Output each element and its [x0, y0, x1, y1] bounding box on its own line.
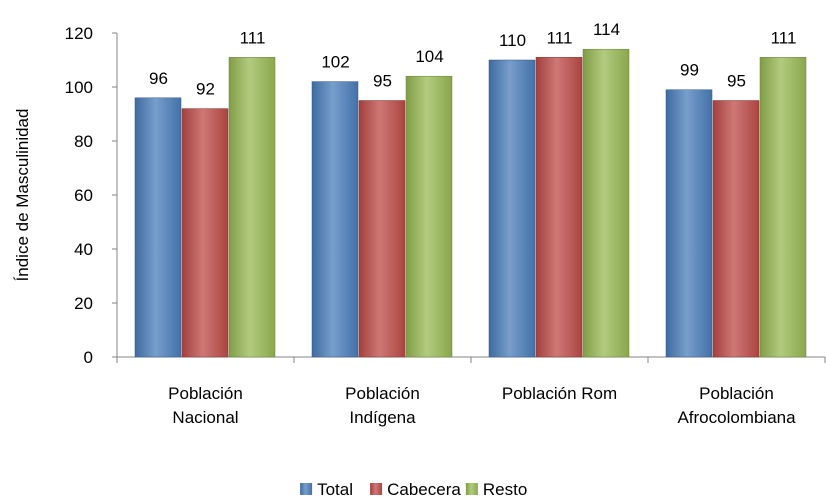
data-label: 111	[240, 28, 266, 47]
legend-label-resto: Resto	[483, 480, 527, 499]
x-category-label: Población	[699, 384, 774, 403]
x-category-label: Población	[168, 384, 243, 403]
category-labels: Población Nacional Población Indígena Poblac…	[168, 384, 796, 427]
legend-swatch-cabecera	[370, 483, 383, 495]
x-category-label: Indígena	[349, 408, 416, 427]
y-tick-label: 80	[74, 132, 93, 151]
bar-resto-2	[582, 48, 630, 358]
bar-resto-0	[228, 57, 276, 358]
bar-total-0	[134, 97, 182, 358]
x-category-label: Nacional	[172, 408, 238, 427]
x-category-label: Población Rom	[502, 384, 617, 403]
x-category-label: Afrocolombiana	[677, 408, 796, 427]
data-label: 102	[321, 53, 349, 72]
data-label: 111	[547, 28, 573, 47]
data-label: 99	[680, 61, 699, 80]
bar-total-3	[665, 89, 713, 358]
bar-total-1	[311, 81, 359, 358]
bar-resto-1	[405, 75, 453, 358]
y-tick-label: 40	[74, 240, 93, 259]
data-labels: 96 92 111 102 95 104 110 111 114 99 95 111	[149, 20, 796, 98]
y-tick-label: 100	[65, 78, 93, 97]
data-label: 95	[373, 72, 392, 91]
y-tick-label: 60	[74, 186, 93, 205]
legend-swatch-total	[300, 483, 313, 495]
bar-cabecera-0	[181, 108, 229, 358]
y-tick-label: 0	[84, 348, 93, 367]
bar-total-2	[488, 59, 536, 358]
x-category-label: Población	[345, 384, 420, 403]
legend-label-total: Total	[317, 480, 353, 499]
bar-cabecera-1	[358, 100, 406, 358]
legend-label-cabecera: Cabecera	[387, 480, 461, 499]
data-label: 95	[727, 72, 746, 91]
bars	[134, 48, 807, 358]
legend: Total Cabecera Resto	[300, 480, 527, 499]
y-tick-label: 20	[74, 294, 93, 313]
data-label: 96	[149, 69, 168, 88]
bar-cabecera-2	[535, 57, 583, 358]
bar-cabecera-3	[712, 100, 760, 358]
y-tick-label: 120	[65, 24, 93, 43]
legend-swatch-resto	[465, 483, 478, 495]
data-label: 110	[499, 31, 526, 50]
y-axis-title: Índice de Masculinidad	[13, 109, 32, 282]
data-label: 92	[196, 80, 215, 99]
data-label: 104	[415, 47, 443, 66]
data-label: 114	[593, 20, 620, 39]
data-label: 111	[771, 28, 797, 47]
bar-resto-3	[759, 57, 807, 358]
